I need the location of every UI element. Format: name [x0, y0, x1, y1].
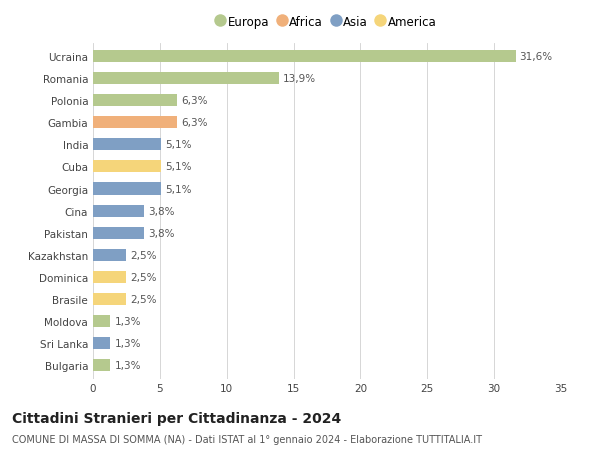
- Bar: [93, 315, 110, 327]
- Legend: Europa, Africa, Asia, America: Europa, Africa, Asia, America: [215, 13, 439, 31]
- Bar: [93, 359, 110, 371]
- Text: 5,1%: 5,1%: [165, 140, 192, 150]
- Text: 2,5%: 2,5%: [130, 294, 157, 304]
- Bar: [93, 337, 110, 349]
- Text: 1,3%: 1,3%: [115, 316, 141, 326]
- Bar: [93, 271, 127, 283]
- Text: 1,3%: 1,3%: [115, 360, 141, 370]
- Bar: [93, 183, 161, 195]
- Text: 5,1%: 5,1%: [165, 162, 192, 172]
- Text: 2,5%: 2,5%: [130, 250, 157, 260]
- Bar: [93, 227, 144, 239]
- Text: 6,3%: 6,3%: [181, 96, 208, 106]
- Text: COMUNE DI MASSA DI SOMMA (NA) - Dati ISTAT al 1° gennaio 2024 - Elaborazione TUT: COMUNE DI MASSA DI SOMMA (NA) - Dati IST…: [12, 434, 482, 444]
- Bar: [93, 51, 515, 63]
- Bar: [93, 161, 161, 173]
- Bar: [93, 95, 177, 107]
- Bar: [93, 73, 279, 85]
- Text: 31,6%: 31,6%: [520, 52, 553, 62]
- Text: 13,9%: 13,9%: [283, 74, 316, 84]
- Text: 2,5%: 2,5%: [130, 272, 157, 282]
- Bar: [93, 205, 144, 217]
- Bar: [93, 249, 127, 261]
- Text: 6,3%: 6,3%: [181, 118, 208, 128]
- Text: 3,8%: 3,8%: [148, 206, 175, 216]
- Text: Cittadini Stranieri per Cittadinanza - 2024: Cittadini Stranieri per Cittadinanza - 2…: [12, 411, 341, 425]
- Text: 5,1%: 5,1%: [165, 184, 192, 194]
- Text: 3,8%: 3,8%: [148, 228, 175, 238]
- Bar: [93, 293, 127, 305]
- Bar: [93, 139, 161, 151]
- Text: 1,3%: 1,3%: [115, 338, 141, 348]
- Bar: [93, 117, 177, 129]
